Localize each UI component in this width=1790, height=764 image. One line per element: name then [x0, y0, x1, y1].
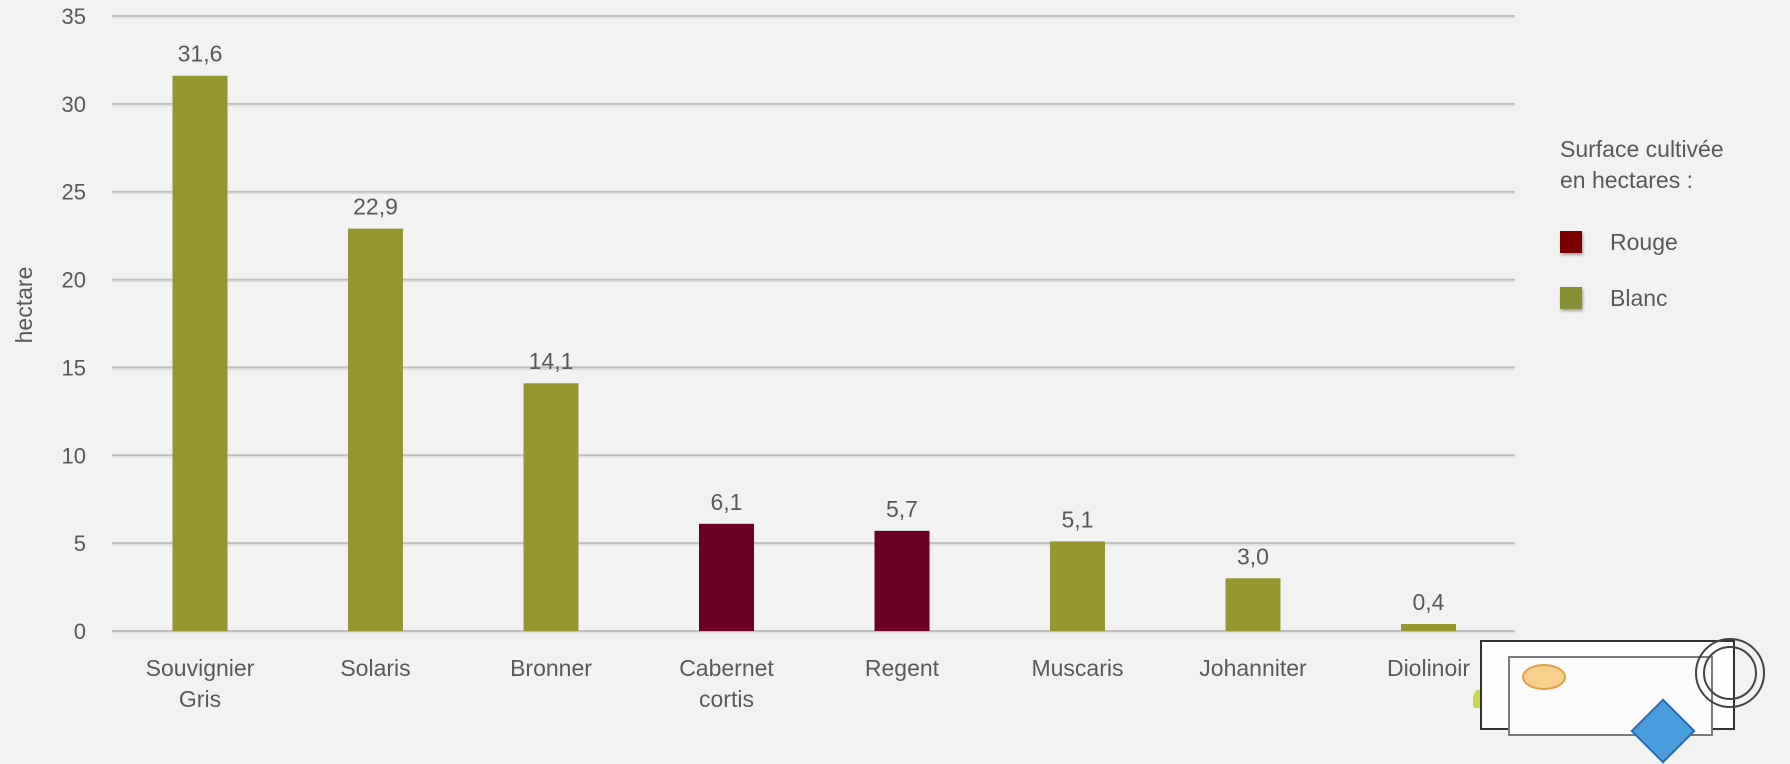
gridlines	[112, 15, 1515, 634]
legend-item-rouge: Rouge	[1560, 214, 1780, 270]
y-axis-ticks: 0 5 10 15 20 25 30 35	[62, 4, 86, 644]
data-label: 22,9	[353, 194, 398, 220]
legend-title-line-1: Surface cultivée	[1560, 136, 1724, 162]
legend-title: Surface cultivée en hectares :	[1560, 134, 1780, 196]
bar-rouge	[699, 523, 754, 631]
legend-swatch-rouge	[1560, 231, 1582, 253]
circle-icon	[1695, 638, 1765, 708]
x-tick-label: Cabernet	[679, 655, 774, 681]
data-label: 6,1	[711, 489, 743, 515]
bar-blanc	[1225, 578, 1281, 631]
diamond-shape-icon	[1630, 698, 1696, 764]
x-tick-label: Regent	[865, 655, 940, 681]
bar-blanc	[1050, 541, 1105, 631]
bar-blanc	[1401, 623, 1456, 631]
y-tick-label: 35	[62, 4, 86, 29]
y-axis-label: hectare	[11, 267, 37, 344]
y-tick-label: 20	[62, 268, 86, 293]
bar-rouge	[874, 530, 930, 631]
legend-label-blanc: Blanc	[1610, 284, 1668, 311]
x-tick-label: Muscaris	[1031, 655, 1123, 681]
bar-blanc	[523, 383, 579, 631]
sprout-icon	[1473, 690, 1483, 708]
y-tick-label: 10	[62, 443, 86, 468]
bar-blanc	[172, 75, 228, 631]
x-tick-label: Diolinoir	[1387, 655, 1470, 681]
legend-swatch-blanc	[1560, 287, 1582, 309]
y-tick-label: 0	[74, 619, 86, 644]
bars	[172, 75, 1456, 631]
y-tick-label: 5	[74, 531, 86, 556]
data-label: 0,4	[1413, 589, 1445, 615]
legend-label-rouge: Rouge	[1610, 228, 1678, 255]
data-label: 14,1	[529, 348, 574, 374]
x-tick-label: Gris	[179, 686, 221, 712]
data-labels: 31,6 22,9 14,1 6,1 5,7 5,1 3,0 0,4	[178, 41, 1445, 615]
chart-area: 0 5 10 15 20 25 30 35 31,6 22,9 14,1 6,1 5,7 5,1 3,0 0…	[11, 4, 1515, 712]
y-tick-label: 15	[62, 355, 86, 380]
x-axis-ticks: Souvignier Gris Solaris Bronner Cabernet cort…	[146, 655, 1471, 712]
bar-blanc	[348, 228, 403, 631]
legend: Surface cultivée en hectares : Rouge Bla…	[1560, 134, 1780, 326]
legend-item-blanc: Blanc	[1560, 270, 1780, 326]
legend-title-line-2: en hectares :	[1560, 167, 1693, 193]
oval-shape-icon	[1522, 664, 1566, 690]
x-tick-label: cortis	[699, 686, 754, 712]
y-tick-label: 25	[62, 180, 86, 205]
x-tick-label: Bronner	[510, 655, 592, 681]
y-tick-label: 30	[62, 92, 86, 117]
data-label: 5,1	[1062, 506, 1094, 532]
data-label: 31,6	[178, 41, 223, 67]
data-label: 5,7	[886, 496, 918, 522]
data-label: 3,0	[1237, 543, 1269, 569]
x-tick-label: Johanniter	[1199, 655, 1307, 681]
bar-chart: 0 5 10 15 20 25 30 35 31,6 22,9 14,1 6,1 5,7 5,1 3,0 0…	[11, 4, 1515, 712]
x-tick-label: Solaris	[340, 655, 410, 681]
diagram-thumbnail-frame	[1508, 656, 1713, 764]
circle-inner-icon	[1703, 646, 1757, 700]
x-tick-label: Souvignier	[146, 655, 255, 681]
